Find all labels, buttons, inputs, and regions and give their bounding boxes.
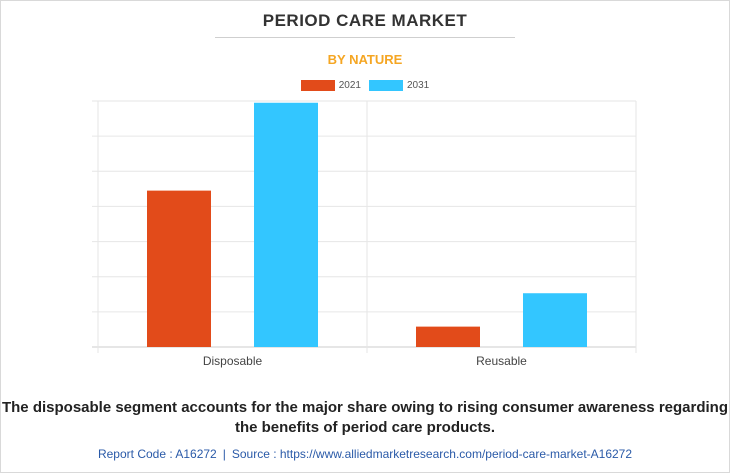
legend-label-2031: 2031	[407, 80, 430, 91]
chart-legend: 2021 2031	[0, 80, 730, 91]
bar-reusable-2021	[416, 326, 480, 347]
source-link[interactable]: Source : https://www.alliedmarketresearc…	[231, 447, 633, 461]
footer-separator: |	[222, 447, 226, 461]
x-tick-label: Reusable	[476, 354, 527, 368]
legend-item-2021[interactable]: 2021	[300, 80, 361, 91]
chart-caption: The disposable segment accounts for the …	[1, 399, 728, 436]
title-divider	[215, 37, 515, 38]
legend-label-2021: 2021	[338, 80, 361, 91]
bar-chart: Disposable Reusable	[92, 100, 637, 368]
chart-title: PERIOD CARE MARKET	[262, 11, 468, 30]
bar-reusable-2031	[523, 293, 587, 347]
report-code: Report Code : A16272	[97, 447, 217, 461]
chart-subtitle: BY NATURE	[327, 52, 403, 67]
footer: Report Code : A16272 | Source : https://ww…	[0, 447, 730, 461]
legend-item-2031[interactable]: 2031	[369, 80, 429, 91]
bar-disposable-2031	[254, 102, 318, 347]
legend-swatch-2021	[300, 80, 335, 91]
legend-swatch-2031	[369, 80, 403, 91]
bar-disposable-2021	[147, 190, 211, 347]
x-tick-label: Disposable	[203, 354, 263, 368]
